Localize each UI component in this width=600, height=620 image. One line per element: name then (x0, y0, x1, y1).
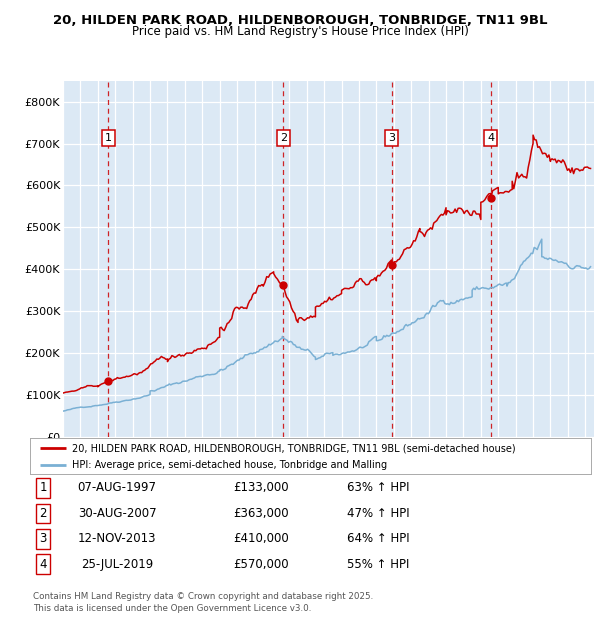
Text: 63% ↑ HPI: 63% ↑ HPI (347, 482, 409, 494)
Text: 2: 2 (40, 507, 47, 520)
Text: 4: 4 (40, 558, 47, 570)
Text: 25-JUL-2019: 25-JUL-2019 (81, 558, 153, 570)
Text: £410,000: £410,000 (233, 533, 289, 545)
Text: 3: 3 (388, 133, 395, 143)
Text: £363,000: £363,000 (233, 507, 289, 520)
Text: Price paid vs. HM Land Registry's House Price Index (HPI): Price paid vs. HM Land Registry's House … (131, 25, 469, 38)
Text: 07-AUG-1997: 07-AUG-1997 (77, 482, 157, 494)
Text: 3: 3 (40, 533, 47, 545)
Text: 30-AUG-2007: 30-AUG-2007 (77, 507, 157, 520)
Text: 64% ↑ HPI: 64% ↑ HPI (347, 533, 409, 545)
Text: 1: 1 (40, 482, 47, 494)
Text: 12-NOV-2013: 12-NOV-2013 (78, 533, 156, 545)
Text: 1: 1 (105, 133, 112, 143)
Text: Contains HM Land Registry data © Crown copyright and database right 2025.
This d: Contains HM Land Registry data © Crown c… (33, 592, 373, 613)
Text: 2: 2 (280, 133, 287, 143)
Text: £133,000: £133,000 (233, 482, 289, 494)
Text: £570,000: £570,000 (233, 558, 289, 570)
Text: 20, HILDEN PARK ROAD, HILDENBOROUGH, TONBRIDGE, TN11 9BL: 20, HILDEN PARK ROAD, HILDENBOROUGH, TON… (53, 14, 547, 27)
Text: 20, HILDEN PARK ROAD, HILDENBOROUGH, TONBRIDGE, TN11 9BL (semi-detached house): 20, HILDEN PARK ROAD, HILDENBOROUGH, TON… (72, 443, 516, 453)
Text: HPI: Average price, semi-detached house, Tonbridge and Malling: HPI: Average price, semi-detached house,… (72, 460, 387, 471)
Text: 55% ↑ HPI: 55% ↑ HPI (347, 558, 409, 570)
Text: 4: 4 (487, 133, 494, 143)
Text: 47% ↑ HPI: 47% ↑ HPI (347, 507, 409, 520)
